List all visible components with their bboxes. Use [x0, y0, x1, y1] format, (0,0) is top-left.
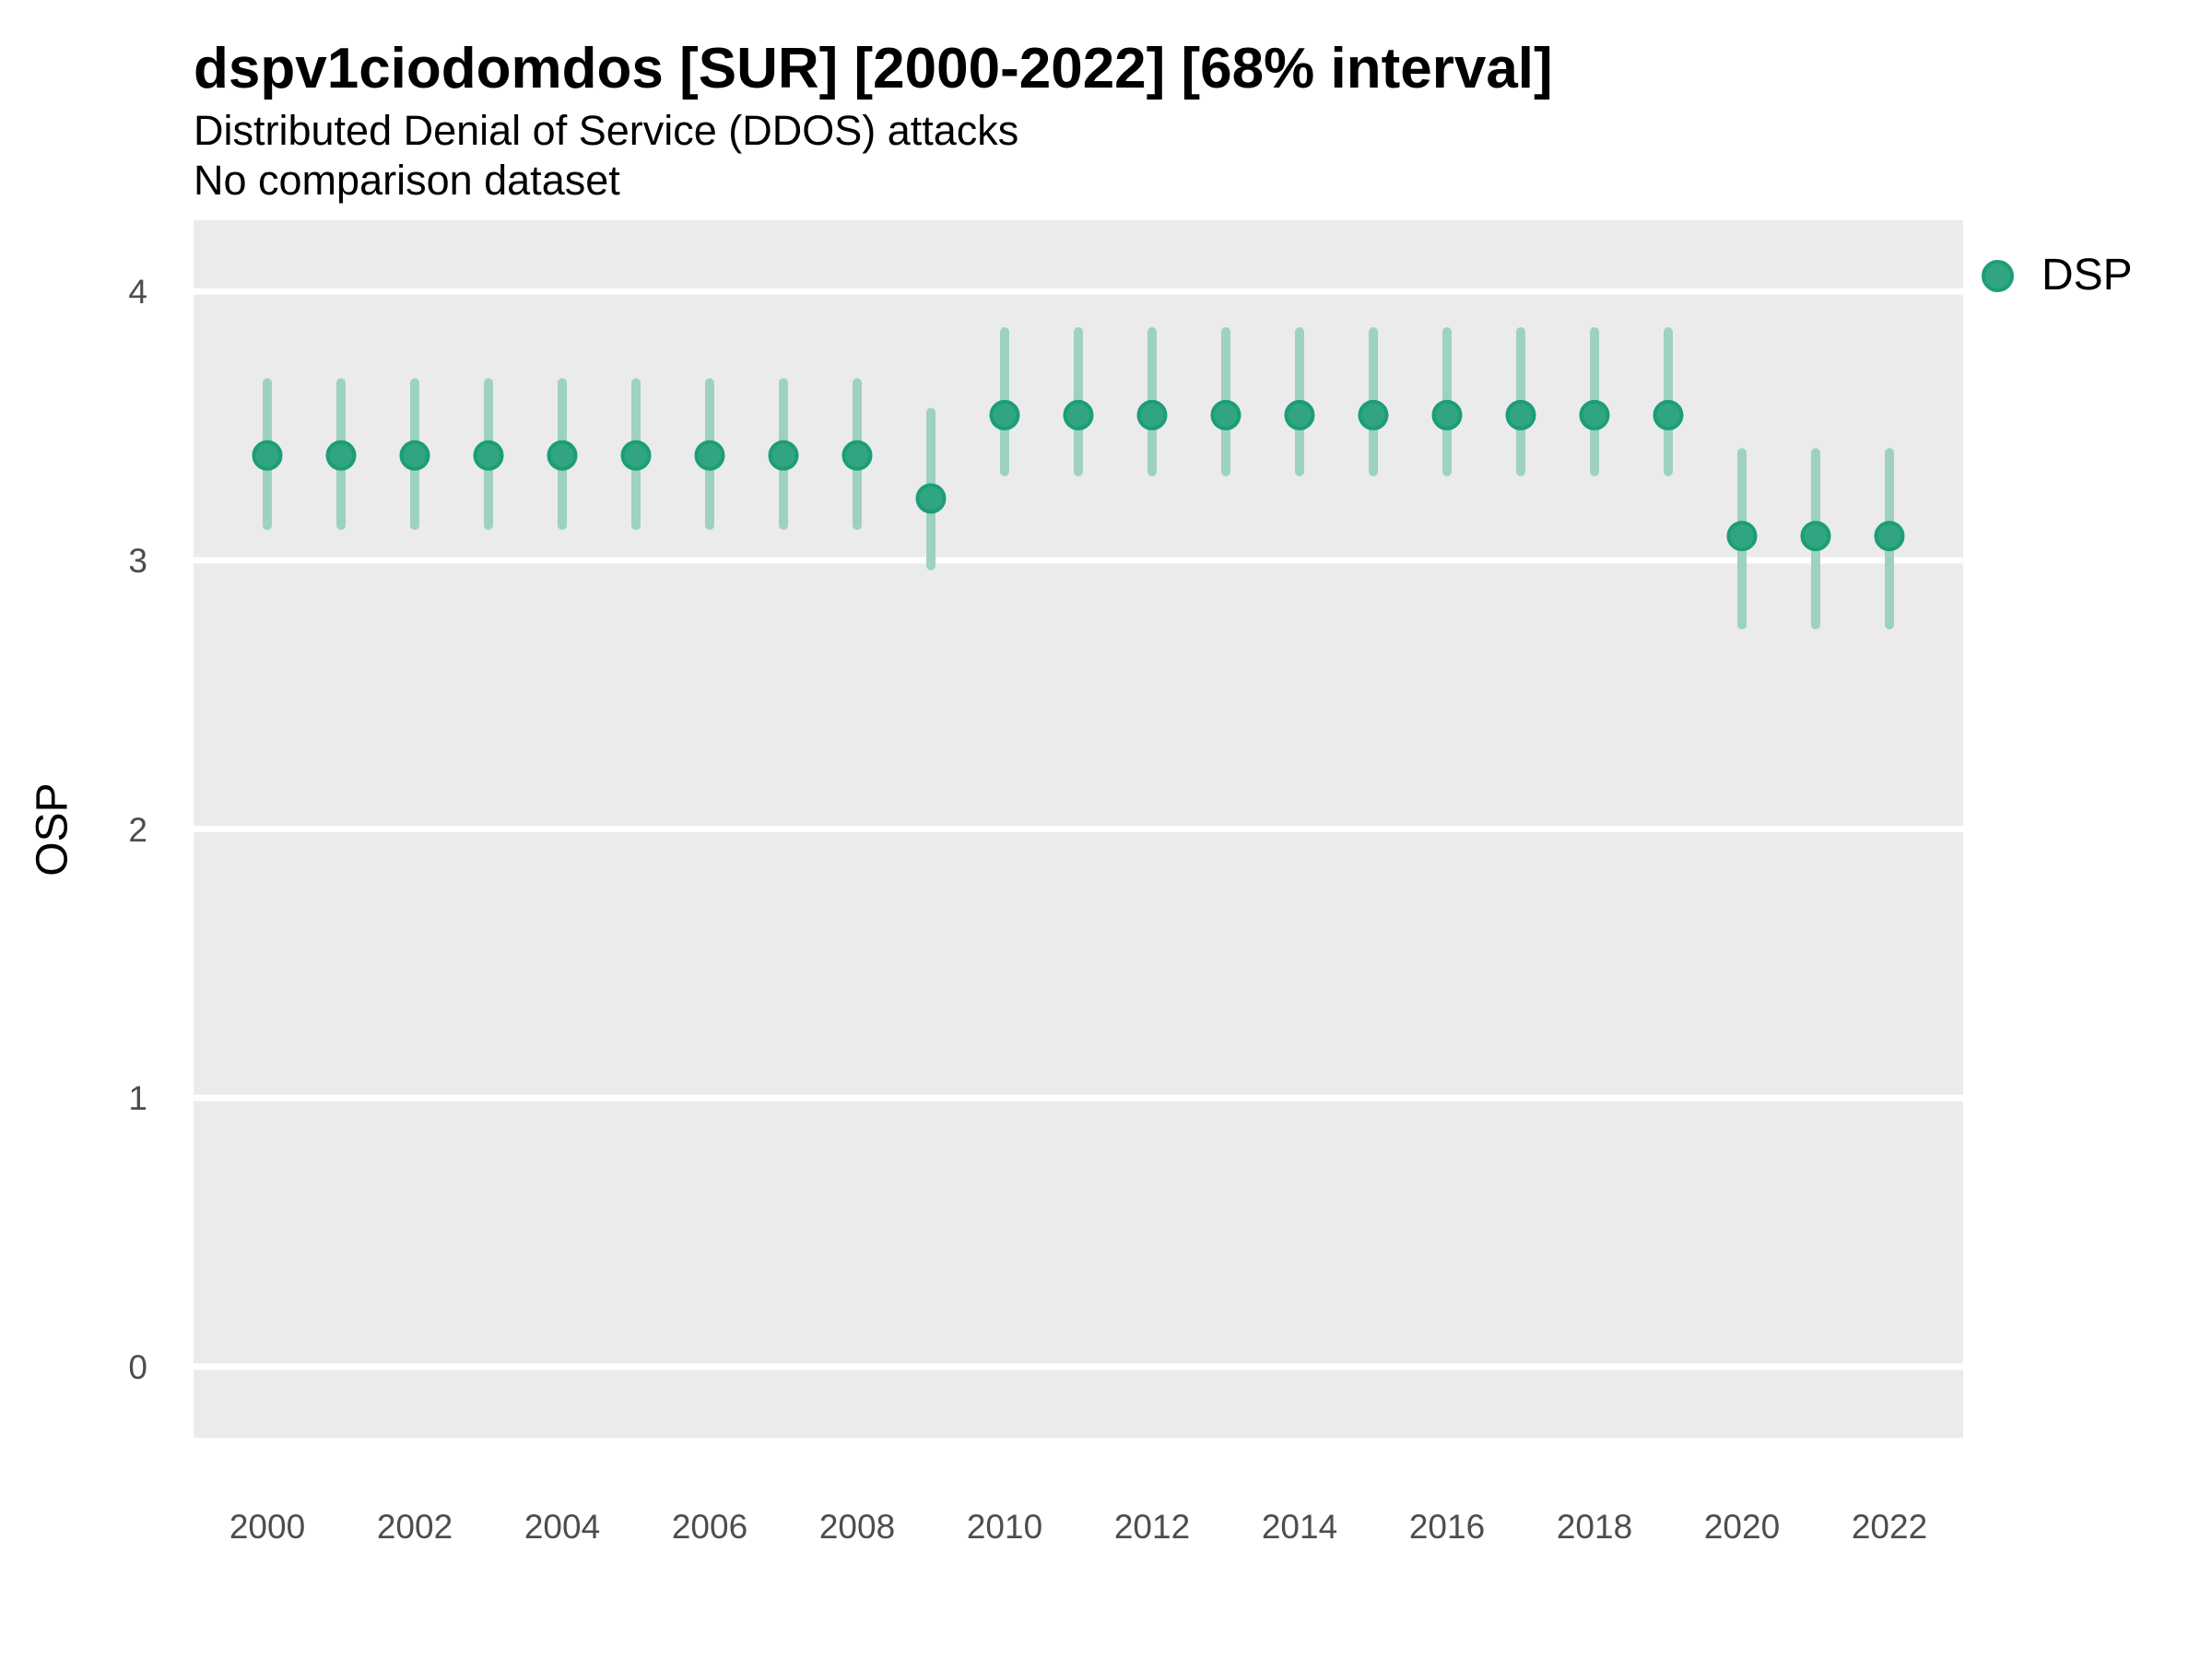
data-point [768, 440, 799, 471]
x-tick-label: 2016 [1408, 1508, 1486, 1546]
chart-note: No comparison dataset [194, 157, 620, 204]
y-tick-label: 0 [128, 1347, 147, 1386]
legend-key-dot-icon [1982, 259, 2014, 292]
x-tick-label: 2002 [376, 1508, 453, 1546]
data-point [1505, 399, 1536, 430]
legend: DSP [1982, 247, 2133, 304]
chart-title: dspv1ciodomdos [SUR] [2000-2022] [68% in… [194, 37, 1553, 100]
data-point [1210, 399, 1241, 430]
data-point [1874, 521, 1905, 552]
y-tick-label: 4 [128, 273, 147, 312]
data-point [1358, 399, 1389, 430]
legend-item-label: DSP [2041, 251, 2133, 300]
data-point [547, 440, 578, 471]
data-point [1579, 399, 1610, 430]
data-point [325, 440, 357, 471]
data-point [915, 483, 947, 514]
plot-panel [194, 220, 1963, 1438]
data-point [1284, 399, 1315, 430]
data-point [1726, 521, 1758, 552]
data-point [473, 440, 504, 471]
x-tick-label: 2000 [229, 1508, 306, 1546]
data-point [399, 440, 430, 471]
data-point [252, 440, 283, 471]
x-tick-label: 2006 [671, 1508, 748, 1546]
data-point [1063, 399, 1094, 430]
x-tick-label: 2014 [1261, 1508, 1338, 1546]
x-tick-label: 2022 [1851, 1508, 1928, 1546]
x-tick-label: 2018 [1556, 1508, 1633, 1546]
chart-subtitle: Distributed Denial of Service (DDOS) att… [194, 107, 1019, 154]
data-point [694, 440, 725, 471]
chart-canvas [194, 288, 1963, 1371]
y-tick-label: 2 [128, 810, 147, 849]
data-point [620, 440, 652, 471]
x-tick-label: 2020 [1703, 1508, 1781, 1546]
data-point [1653, 399, 1684, 430]
y-tick-label: 3 [128, 541, 147, 580]
data-point [841, 440, 873, 471]
x-tick-label: 2004 [524, 1508, 601, 1546]
y-tick-label: 1 [128, 1079, 147, 1118]
data-point [1431, 399, 1463, 430]
data-point [1136, 399, 1168, 430]
data-point [989, 399, 1020, 430]
x-tick-label: 2008 [818, 1508, 896, 1546]
x-tick-label: 2010 [966, 1508, 1043, 1546]
x-tick-label: 2012 [1113, 1508, 1191, 1546]
data-point [1800, 521, 1831, 552]
